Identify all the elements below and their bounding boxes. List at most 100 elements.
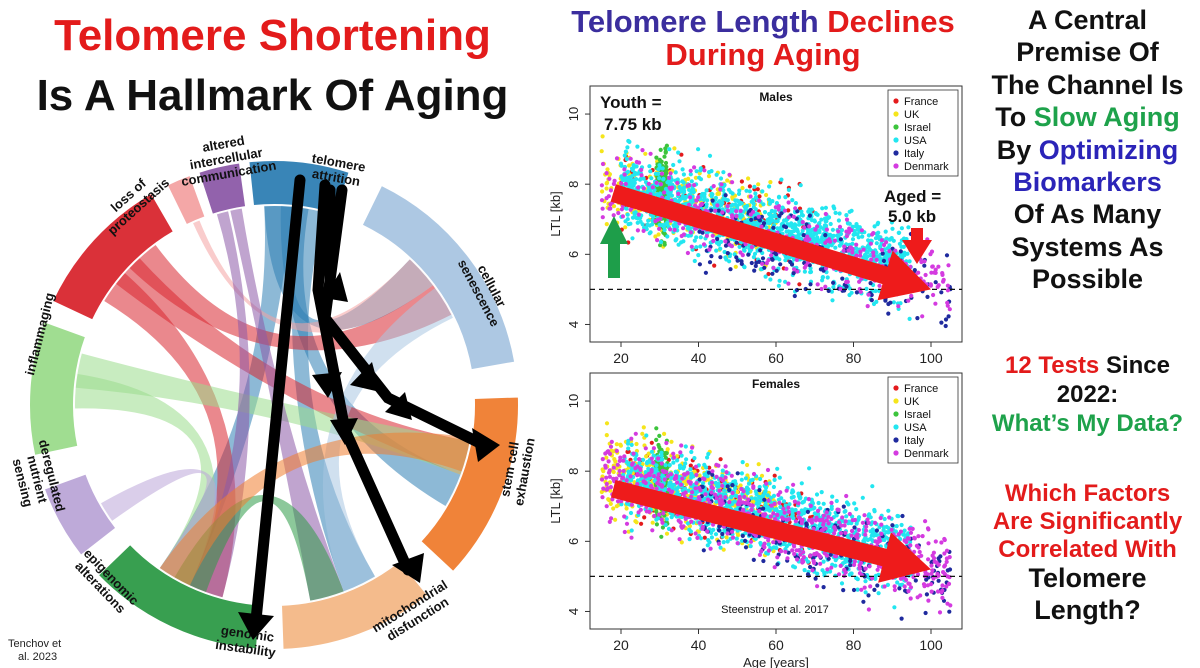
females-point bbox=[646, 451, 651, 456]
males-point bbox=[874, 257, 879, 262]
males-point bbox=[653, 234, 658, 239]
females-point bbox=[808, 564, 813, 570]
males-legend-label: UK bbox=[904, 109, 920, 121]
males-point bbox=[825, 216, 830, 221]
males-point bbox=[692, 238, 697, 243]
males-point bbox=[658, 216, 663, 221]
males-point bbox=[734, 214, 739, 219]
males-point bbox=[838, 286, 843, 291]
females-point bbox=[821, 559, 826, 564]
arrowhead-mid3 bbox=[350, 362, 380, 392]
males-point bbox=[707, 260, 713, 265]
males-point bbox=[793, 206, 798, 211]
males-point bbox=[842, 244, 847, 249]
females-point bbox=[863, 579, 868, 584]
females-point bbox=[802, 568, 807, 573]
females-point bbox=[851, 587, 857, 593]
males-point bbox=[720, 210, 725, 215]
males-point bbox=[764, 225, 769, 230]
males-point bbox=[646, 181, 652, 186]
males-point bbox=[611, 213, 616, 218]
males-point bbox=[757, 218, 763, 223]
males-point bbox=[820, 235, 825, 240]
males-point bbox=[808, 270, 813, 275]
males-point bbox=[677, 184, 682, 190]
males-point bbox=[734, 240, 739, 245]
females-point bbox=[743, 538, 748, 544]
females-point bbox=[688, 529, 694, 534]
males-point bbox=[671, 162, 676, 168]
males-point bbox=[812, 232, 817, 237]
males-point bbox=[692, 165, 697, 170]
males-point bbox=[713, 195, 719, 200]
males-point bbox=[762, 210, 768, 215]
arrowhead-mito bbox=[392, 553, 424, 583]
males-point bbox=[896, 230, 901, 235]
males-point bbox=[774, 268, 779, 273]
females-point bbox=[654, 426, 659, 431]
males-point bbox=[819, 286, 824, 292]
females-point bbox=[609, 448, 614, 453]
males-point bbox=[641, 228, 646, 233]
males-point bbox=[656, 171, 661, 176]
males-point bbox=[768, 220, 773, 225]
males-point bbox=[627, 163, 632, 168]
females-point bbox=[611, 506, 616, 511]
males-point bbox=[650, 185, 655, 190]
males-point bbox=[893, 248, 898, 253]
males-point bbox=[714, 240, 720, 245]
males-point bbox=[829, 289, 835, 294]
males-xtick-label: 80 bbox=[846, 350, 862, 366]
males-point bbox=[805, 234, 810, 239]
males-point bbox=[789, 262, 795, 267]
males-point bbox=[658, 243, 663, 248]
females-point bbox=[743, 545, 749, 550]
females-point bbox=[608, 501, 613, 506]
males-point bbox=[851, 232, 856, 237]
males-point bbox=[749, 260, 754, 266]
males-point bbox=[646, 218, 651, 223]
females-point bbox=[894, 524, 899, 529]
females-point bbox=[872, 507, 877, 513]
males-point bbox=[753, 263, 758, 269]
males-point bbox=[767, 201, 773, 206]
males-point bbox=[854, 290, 860, 295]
males-point bbox=[702, 195, 707, 200]
females-point bbox=[663, 451, 668, 456]
females-point bbox=[855, 587, 860, 592]
males-point bbox=[783, 218, 789, 223]
males-point bbox=[812, 218, 817, 223]
males-xtick-label: 100 bbox=[919, 350, 943, 366]
females-point bbox=[826, 556, 831, 561]
females-point bbox=[675, 458, 680, 463]
males-point bbox=[808, 266, 813, 271]
females-point bbox=[668, 475, 674, 481]
males-point bbox=[694, 235, 699, 240]
males-point bbox=[667, 175, 672, 180]
males-point bbox=[932, 270, 937, 275]
males-point bbox=[636, 212, 642, 217]
males-point bbox=[725, 208, 731, 213]
males-ytick-label: 8 bbox=[566, 181, 581, 188]
males-point bbox=[600, 134, 605, 139]
males-point bbox=[784, 266, 789, 271]
males-point bbox=[944, 253, 950, 258]
ribbon-deregulated-nutrient-sensing-to-genomic-instability bbox=[74, 373, 215, 587]
females-point bbox=[800, 500, 805, 505]
females-point bbox=[745, 490, 750, 496]
males-point bbox=[600, 215, 605, 220]
males-point bbox=[667, 147, 672, 152]
males-point bbox=[872, 224, 877, 229]
left-title-line1: Telomere Shortening bbox=[54, 11, 491, 60]
females-point bbox=[842, 509, 847, 514]
males-point bbox=[693, 175, 699, 180]
males-point bbox=[654, 180, 659, 185]
males-point bbox=[737, 202, 742, 207]
males-point bbox=[704, 188, 709, 193]
males-point bbox=[711, 238, 716, 244]
males-point bbox=[852, 229, 857, 234]
males-point bbox=[787, 223, 792, 228]
males-point bbox=[792, 293, 797, 299]
males-ytick-label: 4 bbox=[566, 321, 581, 328]
females-point bbox=[666, 457, 671, 462]
